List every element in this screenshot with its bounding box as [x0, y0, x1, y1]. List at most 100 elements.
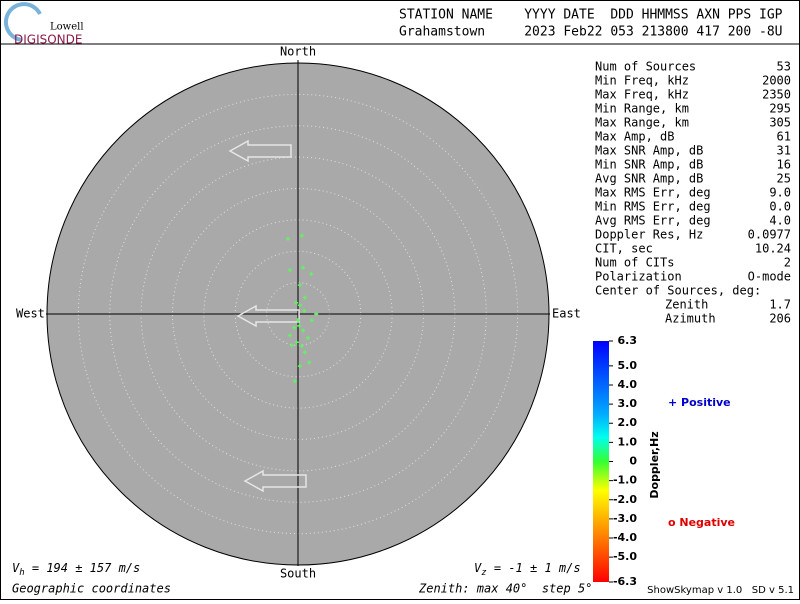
compass-label: East — [552, 307, 581, 321]
compass-label: North — [280, 45, 316, 59]
colorbar-tick-label: -4.0 — [613, 531, 637, 544]
stat-label: Num of Sources — [595, 60, 696, 74]
stat-value: 4.0 — [769, 214, 791, 228]
stat-label: Max Freq, kHz — [595, 88, 689, 102]
colorbar-tick-label: -2.0 — [613, 493, 637, 506]
source-point — [297, 323, 302, 328]
source-point — [299, 233, 304, 238]
legend-negative: o Negative — [668, 516, 735, 529]
source-point — [314, 312, 319, 316]
stat-label: Min Range, km — [595, 102, 689, 116]
colorbar-tick-label: 1.0 — [618, 435, 638, 448]
source-point — [294, 300, 299, 305]
stat-label: Num of CITs — [595, 256, 674, 270]
stat-value: 53 — [777, 60, 791, 74]
source-point — [309, 271, 314, 276]
colorbar-tick-label: 6.3 — [618, 334, 638, 347]
coords-label: Geographic coordinates — [12, 582, 171, 596]
colorbar-tick-label: 4.0 — [618, 378, 638, 391]
stat-value: 2000 — [762, 74, 791, 88]
source-point — [302, 295, 307, 300]
source-point — [299, 344, 304, 349]
source-point — [297, 364, 302, 369]
stat-value: 0.0 — [769, 200, 791, 214]
stat-heading: Center of Sources, deg: — [595, 284, 761, 298]
source-point — [297, 303, 302, 308]
logo-top: Lowell — [50, 22, 84, 33]
stat-label: Doppler Res, Hz — [595, 228, 703, 242]
colorbar-ticks: 6.3 5.0 4.0 3.0 2.0 1.0 0 -1.0 -2.0 -3.0 -4.0 -5.0 -… — [609, 334, 637, 588]
colorbar-tick-label: 5.0 — [618, 359, 638, 372]
stat-label: Azimuth — [665, 312, 716, 326]
source-point — [296, 318, 300, 323]
drift-arrow — [228, 139, 292, 163]
stat-label: Zenith — [665, 298, 708, 312]
vh-label: Vh = 194 ± 157 m/s — [12, 561, 140, 578]
source-point — [285, 236, 290, 241]
stat-label: Avg SNR Amp, dB — [595, 172, 703, 186]
version-label: ShowSkymap v 1.0 SD v 5.1 — [647, 585, 794, 596]
vz-label: Vz = -1 ± 1 m/s — [474, 561, 581, 578]
colorbar-tick-label: -6.3 — [613, 575, 637, 588]
source-point — [307, 360, 312, 365]
stat-value: 2350 — [762, 88, 791, 102]
stats-table: Num of Sources 53 Min Freq, kHz 2000 Max Fre… — [595, 60, 791, 326]
source-point — [309, 318, 314, 323]
source-point — [297, 283, 302, 288]
legend-positive: + Positive — [668, 396, 731, 409]
source-point — [292, 325, 297, 330]
colorbar-label: Doppler,Hz — [648, 431, 661, 498]
zenith-label: Zenith: max 40° step 5° — [418, 582, 592, 596]
stat-label: Min SNR Amp, dB — [595, 158, 703, 172]
stat-value: 305 — [769, 116, 791, 130]
stat-value: 10.24 — [755, 242, 791, 256]
stat-label: Max SNR Amp, dB — [595, 144, 703, 158]
logo-bottom: DIGISONDE — [14, 33, 82, 47]
compass-label: West — [16, 307, 45, 321]
colorbar — [593, 341, 609, 582]
colorbar-tick-label: -1.0 — [613, 474, 637, 487]
stat-value: 295 — [769, 102, 791, 116]
colorbar-tick-label: -3.0 — [613, 512, 637, 525]
stat-label: Max Range, km — [595, 116, 689, 130]
stat-value: 1.7 — [769, 298, 791, 312]
stat-label: Min RMS Err, deg — [595, 200, 711, 214]
source-point — [302, 308, 307, 313]
source-point — [287, 268, 292, 273]
stat-value: 25 — [777, 172, 791, 186]
stat-label: Max RMS Err, deg — [595, 186, 711, 200]
stat-value: 2 — [784, 256, 791, 270]
source-point — [302, 350, 307, 355]
stat-value: 9.0 — [769, 186, 791, 200]
colorbar-tick-label: 2.0 — [618, 416, 638, 429]
stat-value: 61 — [777, 130, 791, 144]
stat-label: Polarization — [595, 270, 682, 284]
colorbar-tick-label: 3.0 — [618, 397, 638, 410]
source-point — [289, 343, 294, 348]
stat-value: 31 — [777, 144, 791, 158]
header-line: Grahamstown 2023 Feb22 053 213800 417 20… — [399, 25, 783, 40]
colorbar-tick-label: 0 — [629, 455, 637, 468]
source-point — [301, 265, 306, 270]
source-point — [301, 328, 306, 333]
stat-value: 16 — [777, 158, 791, 172]
source-point — [294, 340, 299, 345]
stat-value: O-mode — [748, 270, 791, 284]
stat-value: 0.0977 — [748, 228, 791, 242]
source-point — [292, 379, 297, 384]
stat-label: CIT, sec — [595, 242, 653, 256]
header-line: STATION NAME YYYY DATE DDD HHMMSS AXN PP… — [399, 8, 783, 23]
logo-swoosh — [3, 2, 42, 42]
stat-label: Min Freq, kHz — [595, 74, 689, 88]
stat-value: 206 — [769, 312, 791, 326]
source-point — [287, 333, 292, 338]
colorbar-tick-label: -5.0 — [613, 550, 637, 563]
drift-arrow — [243, 469, 307, 493]
stat-label: Avg RMS Err, deg — [595, 214, 711, 228]
source-point — [306, 335, 311, 340]
sources — [285, 233, 319, 384]
compass-label: South — [280, 567, 316, 581]
drift-arrow — [236, 304, 300, 328]
stat-label: Max Amp, dB — [595, 130, 674, 144]
